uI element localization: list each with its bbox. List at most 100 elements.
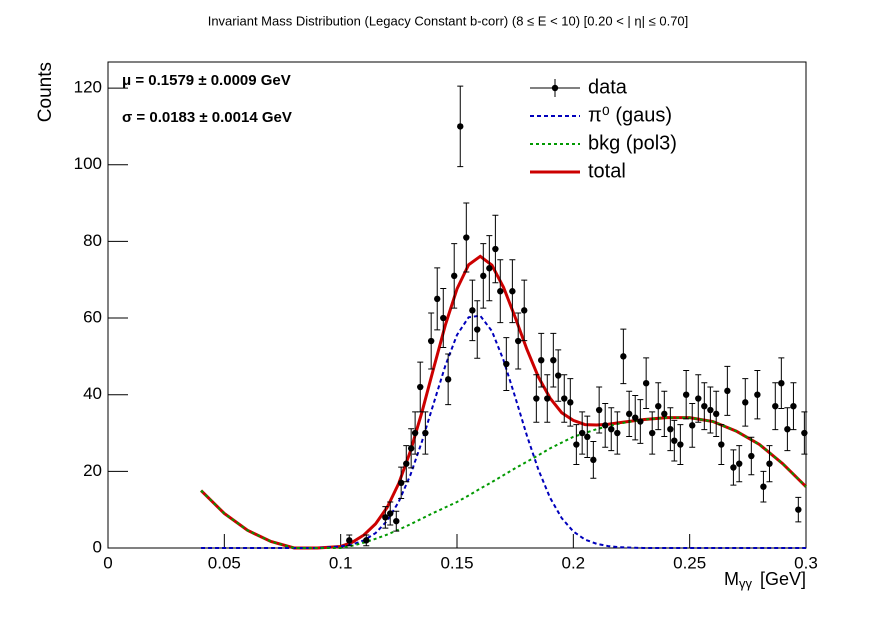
data-point bbox=[555, 372, 562, 379]
data-point bbox=[736, 460, 743, 467]
y-tick-label: 20 bbox=[83, 461, 102, 480]
x-tick-label: 0.3 bbox=[794, 553, 818, 572]
data-point bbox=[514, 337, 522, 345]
data-point bbox=[578, 429, 586, 437]
data-point bbox=[521, 307, 528, 314]
data-point bbox=[682, 391, 690, 398]
data-point bbox=[795, 506, 802, 513]
data-point bbox=[444, 376, 452, 383]
data-point bbox=[561, 395, 568, 402]
data-point bbox=[422, 429, 429, 437]
data-point bbox=[667, 425, 674, 433]
data-point bbox=[778, 379, 785, 387]
data-point bbox=[642, 379, 650, 387]
x-axis-label: Mγγ [GeV] bbox=[724, 569, 806, 592]
chart-title: Invariant Mass Distribution (Legacy Cons… bbox=[208, 13, 689, 28]
data-point bbox=[503, 360, 510, 368]
data-point bbox=[457, 123, 464, 130]
data-point bbox=[790, 402, 797, 410]
data-point bbox=[595, 406, 603, 414]
data-point bbox=[393, 517, 400, 525]
data-point bbox=[625, 410, 633, 418]
x-tick-label: 0.1 bbox=[329, 553, 353, 572]
data-point bbox=[620, 353, 627, 360]
data-point bbox=[801, 429, 808, 437]
data-point bbox=[671, 437, 678, 444]
data-point bbox=[602, 422, 609, 429]
x-tick-label: 0.05 bbox=[208, 553, 241, 572]
data-point bbox=[712, 410, 720, 418]
y-axis-label: Counts bbox=[35, 62, 56, 122]
legend-swatch bbox=[551, 84, 559, 92]
data-point bbox=[451, 272, 458, 280]
data-point bbox=[397, 479, 405, 487]
data-point bbox=[427, 337, 435, 345]
data-point bbox=[584, 433, 591, 441]
data-point bbox=[695, 395, 702, 402]
data-point bbox=[718, 441, 725, 448]
legend-label: total bbox=[588, 160, 626, 182]
x-label-sub: γγ bbox=[739, 576, 753, 591]
x-tick-label: 0.15 bbox=[440, 553, 473, 572]
data-point bbox=[480, 272, 487, 280]
data-point bbox=[346, 537, 353, 544]
x-tick-label: 0 bbox=[103, 553, 112, 572]
legend-label: π⁰ (gaus) bbox=[588, 104, 672, 126]
data-point bbox=[649, 429, 656, 437]
data-point bbox=[403, 460, 410, 467]
data-point bbox=[533, 395, 540, 402]
data-point bbox=[538, 356, 545, 364]
data-point bbox=[655, 402, 662, 410]
y-tick-label: 40 bbox=[83, 384, 102, 403]
data-point bbox=[573, 441, 580, 448]
data-point bbox=[689, 422, 696, 429]
data-point bbox=[417, 383, 424, 391]
data-point bbox=[411, 429, 419, 437]
data-point bbox=[632, 414, 639, 421]
data-point bbox=[608, 425, 615, 433]
data-point bbox=[637, 418, 644, 425]
y-tick-label: 60 bbox=[83, 308, 102, 327]
data-point bbox=[463, 234, 470, 241]
data-point bbox=[760, 483, 767, 490]
data-point bbox=[742, 399, 749, 406]
x-label-unit: [GeV] bbox=[760, 569, 806, 589]
data-point bbox=[661, 410, 668, 418]
data-point bbox=[509, 288, 516, 295]
data-point bbox=[474, 326, 481, 333]
data-point bbox=[567, 399, 574, 406]
data-point bbox=[772, 402, 779, 410]
legend-label: bkg (pol3) bbox=[588, 132, 677, 154]
legend-label: data bbox=[588, 76, 628, 98]
data-point bbox=[544, 395, 551, 402]
fit-curve bbox=[201, 314, 806, 549]
data-point bbox=[701, 402, 708, 410]
data-point bbox=[486, 265, 493, 272]
x-tick-label: 0.25 bbox=[673, 553, 706, 572]
data-point bbox=[754, 391, 761, 398]
annotation: μ = 0.1579 ± 0.0009 GeV bbox=[122, 72, 291, 89]
data-point bbox=[730, 464, 737, 471]
data-point bbox=[497, 288, 504, 295]
data-point bbox=[677, 441, 684, 448]
data-point bbox=[590, 456, 597, 464]
data-point bbox=[707, 406, 714, 414]
data-point bbox=[492, 245, 499, 253]
data-point bbox=[784, 425, 791, 433]
data-point bbox=[724, 387, 731, 395]
x-tick-label: 0.2 bbox=[562, 553, 586, 572]
x-label-main: M bbox=[724, 569, 739, 589]
data-point bbox=[440, 314, 447, 322]
data-point bbox=[469, 307, 476, 314]
data-point bbox=[434, 295, 441, 303]
data-point bbox=[614, 429, 621, 437]
data-point bbox=[550, 356, 557, 364]
y-tick-label: 0 bbox=[93, 537, 102, 556]
y-tick-label: 120 bbox=[74, 78, 102, 97]
data-point bbox=[748, 452, 755, 460]
data-point bbox=[407, 445, 415, 452]
data-point bbox=[382, 514, 389, 521]
data-point bbox=[387, 510, 394, 517]
